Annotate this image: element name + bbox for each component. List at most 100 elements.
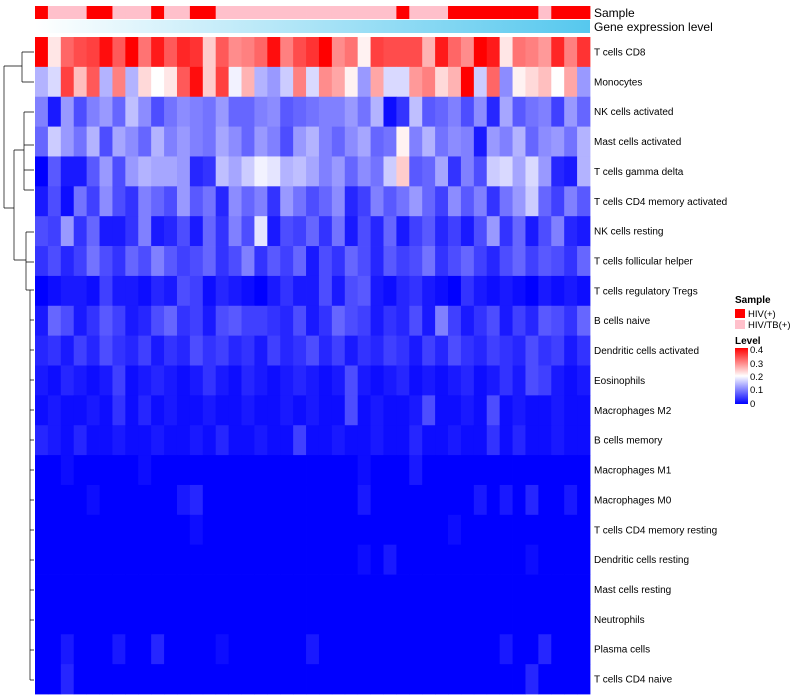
heatmap-cell bbox=[422, 335, 436, 366]
heatmap-cell bbox=[435, 246, 449, 277]
heatmap-cell bbox=[86, 664, 100, 695]
heatmap-cell bbox=[499, 126, 513, 157]
heatmap-cell bbox=[151, 126, 165, 157]
heatmap-cell bbox=[228, 156, 242, 187]
heatmap-cell bbox=[293, 335, 307, 366]
sample-annotation-cell bbox=[73, 6, 88, 19]
heatmap-cell bbox=[151, 37, 165, 68]
heatmap-cell bbox=[486, 156, 501, 187]
heatmap-cell bbox=[499, 186, 513, 217]
sample-annotation-cell bbox=[448, 6, 462, 19]
heatmap-cell bbox=[189, 156, 204, 187]
sample-annotation-cell bbox=[318, 6, 333, 19]
heatmap-cell bbox=[499, 604, 513, 635]
heatmap-cell bbox=[306, 37, 320, 68]
heatmap-cell bbox=[318, 96, 333, 127]
heatmap-cell bbox=[151, 395, 165, 426]
heatmap-cell bbox=[164, 216, 178, 247]
row-labels: T cells CD8 Monocytes NK cells activated Ma… bbox=[594, 47, 727, 685]
heatmap-cell bbox=[228, 634, 242, 665]
heatmap-cell bbox=[306, 514, 320, 546]
heatmap-cell bbox=[267, 514, 281, 546]
heatmap-cell bbox=[525, 275, 539, 307]
heatmap-cell bbox=[35, 156, 49, 187]
heatmap-cell bbox=[551, 96, 565, 127]
heatmap-cell bbox=[344, 544, 359, 575]
heatmap-cell bbox=[435, 216, 449, 247]
heatmap-cell bbox=[499, 216, 513, 247]
heatmap-cell bbox=[86, 544, 100, 575]
heatmap-cell bbox=[422, 664, 436, 695]
row-label: Monocytes bbox=[594, 77, 642, 88]
heatmap-cell bbox=[396, 275, 410, 307]
heatmap-cell bbox=[86, 156, 100, 187]
heatmap-cell bbox=[241, 156, 255, 187]
dendrogram-branch bbox=[4, 51, 34, 83]
heatmap-cell bbox=[306, 335, 320, 366]
heatmap-cell bbox=[306, 455, 320, 486]
heatmap-cell bbox=[60, 395, 75, 426]
heatmap-cell bbox=[499, 664, 513, 695]
heatmap-cell bbox=[138, 574, 152, 605]
dendrogram-branch bbox=[13, 149, 26, 261]
heatmap-cell bbox=[176, 514, 191, 546]
heatmap-cell bbox=[370, 514, 384, 546]
heatmap-cell bbox=[138, 37, 152, 68]
heatmap-cell bbox=[151, 305, 165, 337]
heatmap-cell bbox=[241, 305, 255, 337]
heatmap-cell bbox=[86, 455, 100, 486]
heatmap-cell bbox=[435, 664, 449, 695]
heatmap-cell bbox=[318, 484, 333, 516]
heatmap-cell bbox=[228, 216, 242, 247]
row-dendrogram bbox=[3, 51, 34, 681]
legend-label-hiv-tb: HIV/TB(+) bbox=[748, 320, 791, 331]
heatmap-cell bbox=[241, 514, 255, 546]
heatmap-cell bbox=[125, 455, 139, 486]
heatmap-cell bbox=[525, 126, 539, 157]
heatmap-cell bbox=[99, 484, 113, 516]
heatmap-cell bbox=[383, 365, 397, 396]
heatmap-cell bbox=[460, 126, 475, 157]
heatmap-cell bbox=[318, 574, 333, 605]
heatmap-cell bbox=[564, 455, 578, 486]
heatmap-cell bbox=[435, 37, 449, 68]
heatmap-cell bbox=[60, 186, 75, 217]
heatmap-cell bbox=[293, 156, 307, 187]
heatmap-cell bbox=[538, 365, 552, 396]
heatmap-cell bbox=[254, 664, 268, 695]
heatmap-cell bbox=[344, 604, 359, 635]
heatmap-cell bbox=[202, 664, 217, 695]
heatmap-cell bbox=[228, 664, 242, 695]
heatmap-cell bbox=[86, 66, 100, 98]
heatmap-cell bbox=[241, 275, 255, 307]
heatmap-cell bbox=[202, 514, 217, 546]
row-label: T cells gamma delta bbox=[594, 167, 684, 178]
heatmap-cell bbox=[422, 37, 436, 68]
heatmap-cell bbox=[164, 275, 178, 307]
heatmap-cell bbox=[512, 126, 526, 157]
heatmap-cell bbox=[370, 664, 384, 695]
heatmap-cell bbox=[151, 156, 165, 187]
heatmap-cell bbox=[331, 604, 346, 635]
heatmap-cell bbox=[512, 484, 526, 516]
heatmap-cell bbox=[422, 246, 436, 277]
heatmap-cell bbox=[409, 365, 423, 396]
heatmap-cell bbox=[370, 484, 384, 516]
heatmap-cell bbox=[564, 395, 578, 426]
heatmap-cell bbox=[396, 395, 410, 426]
heatmap-cell bbox=[409, 664, 423, 695]
heatmap-cell bbox=[435, 604, 449, 635]
heatmap-cell bbox=[73, 275, 88, 307]
heatmap-cell bbox=[318, 335, 333, 366]
heatmap-cell bbox=[577, 455, 591, 486]
heatmap-cell bbox=[422, 216, 436, 247]
heatmap-cell bbox=[473, 484, 488, 516]
heatmap-cell bbox=[138, 246, 152, 277]
heatmap-cell bbox=[125, 37, 139, 68]
heatmap-cell bbox=[280, 305, 294, 337]
heatmap-cell bbox=[357, 514, 371, 546]
heatmap-cell bbox=[357, 484, 371, 516]
heatmap-cell bbox=[370, 305, 384, 337]
heatmap-cell bbox=[525, 395, 539, 426]
row-label: B cells memory bbox=[594, 436, 662, 447]
